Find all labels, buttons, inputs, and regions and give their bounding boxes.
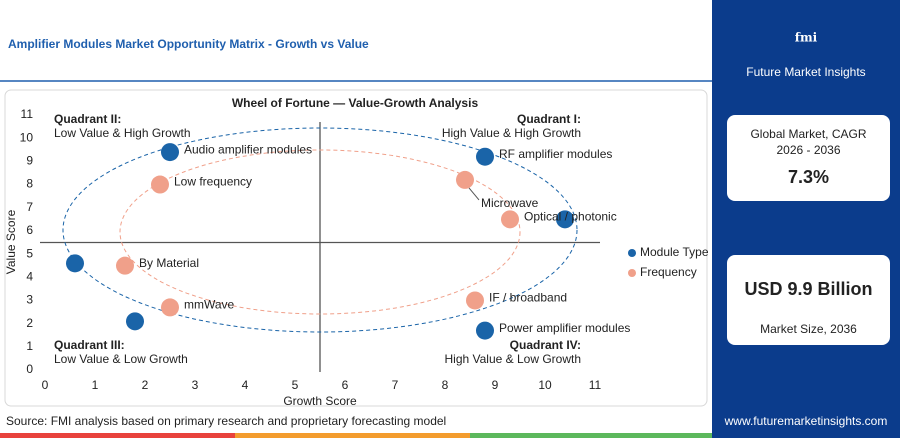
x-tick-label: 5: [292, 378, 299, 392]
data-point: [556, 210, 574, 229]
sidebar-panel: [712, 0, 900, 438]
cagr-value: 7.3%: [787, 167, 830, 187]
data-point: [151, 175, 169, 194]
logo: fmi: [795, 31, 818, 45]
point-label: Microwave: [481, 196, 539, 210]
data-point: [476, 321, 494, 340]
brand-name: Future Market Insights: [746, 65, 865, 79]
point-label: RF amplifier modules: [499, 147, 612, 161]
chart-title: Wheel of Fortune — Value-Growth Analysis: [232, 96, 479, 110]
y-tick-label: 3: [26, 293, 33, 307]
legend-label: Frequency: [640, 265, 697, 279]
cagr-label: Global Market, CAGR 2026 - 2036: [750, 127, 867, 157]
y-tick-label: 6: [26, 223, 33, 237]
quadrant-name: Quadrant IV:: [510, 338, 581, 352]
x-tick-label: 3: [192, 378, 199, 392]
point-label: By Material: [139, 256, 199, 270]
data-point: [161, 298, 179, 317]
page-title: Amplifier Modules Market Opportunity Mat…: [8, 37, 369, 51]
point-label: mmWave: [184, 298, 235, 312]
quadrant-text: High Value & Low Growth: [444, 352, 581, 366]
x-tick-label: 6: [342, 378, 349, 392]
data-point: [466, 291, 484, 310]
point-label: Optical / photonic: [524, 209, 617, 223]
wheel-ring: [119, 149, 521, 315]
y-tick-label: 11: [21, 107, 34, 121]
data-point: [456, 170, 474, 189]
point-label: Power amplifier modules: [499, 321, 630, 335]
quadrant-name: Quadrant III:: [54, 338, 125, 352]
y-axis-label: Value Score: [4, 209, 18, 274]
wheel-ring: [62, 127, 578, 333]
size-value: USD 9.9 Billion: [744, 279, 873, 299]
data-point: [476, 147, 494, 166]
x-tick-label: 0: [42, 378, 49, 392]
legend-swatch: [628, 249, 636, 257]
x-tick-label: 4: [242, 378, 249, 392]
point-label: Low frequency: [174, 175, 252, 189]
x-tick-label: 9: [492, 378, 499, 392]
y-tick-label: 8: [26, 177, 33, 191]
quadrant-text: Low Value & High Growth: [54, 126, 191, 140]
quadrant-text: Low Value & Low Growth: [54, 352, 188, 366]
cagr-card: Global Market, CAGR 2026 - 2036 7.3%: [727, 115, 890, 201]
point-label: IF / broadband: [489, 291, 567, 305]
website-url: www.futuremarketinsights.com: [724, 414, 888, 428]
data-point: [66, 254, 84, 273]
y-tick-label: 9: [26, 154, 33, 168]
data-point: [161, 143, 179, 162]
y-tick-label: 2: [26, 316, 33, 330]
stripe: [235, 433, 470, 438]
quadrant-name: Quadrant I:: [517, 112, 581, 126]
leader-line: [468, 187, 480, 201]
data-point: [501, 210, 519, 229]
x-tick-label: 7: [392, 378, 399, 392]
legend-label: Module Type: [640, 245, 709, 259]
chart-frame: [4, 89, 708, 407]
stripe: [0, 433, 235, 438]
size-card: USD 9.9 Billion Market Size, 2036: [727, 255, 890, 345]
data-point: [116, 256, 134, 275]
y-tick-label: 5: [26, 246, 33, 260]
quadrant-text: High Value & High Growth: [442, 126, 581, 140]
x-tick-label: 2: [142, 378, 149, 392]
x-tick-label: 8: [442, 378, 449, 392]
size-label: Market Size, 2036: [760, 322, 857, 336]
y-tick-label: 4: [26, 269, 33, 283]
legend-swatch: [628, 269, 636, 277]
source-note: Source: FMI analysis based on primary re…: [6, 414, 446, 428]
x-tick-label: 10: [538, 378, 552, 392]
y-tick-label: 0: [26, 362, 33, 376]
x-tick-label: 11: [589, 378, 602, 392]
stripe: [470, 433, 712, 438]
point-label: Audio amplifier modules: [184, 142, 312, 156]
y-tick-label: 7: [26, 200, 33, 214]
data-point: [126, 312, 144, 331]
y-tick-label: 1: [26, 339, 33, 353]
x-axis-label: Growth Score: [283, 394, 357, 408]
x-tick-label: 1: [92, 378, 99, 392]
quadrant-name: Quadrant II:: [54, 112, 121, 126]
y-tick-label: 10: [20, 130, 34, 144]
